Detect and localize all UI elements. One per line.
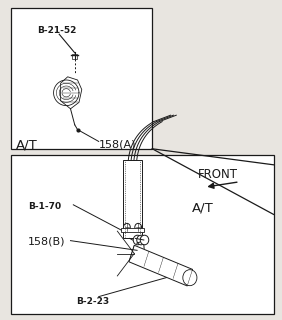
Text: B-21-52: B-21-52 [37, 26, 76, 35]
Text: A/T: A/T [16, 138, 37, 151]
Text: FRONT: FRONT [197, 168, 237, 181]
Bar [11, 155, 274, 314]
Bar [121, 228, 144, 232]
Circle shape [137, 235, 145, 245]
Circle shape [135, 223, 142, 231]
Bar [72, 54, 77, 59]
Circle shape [140, 235, 149, 245]
Bar [11, 8, 152, 149]
Text: 158(B): 158(B) [28, 236, 66, 247]
Text: B-1-70: B-1-70 [28, 202, 61, 211]
Circle shape [124, 223, 130, 231]
Text: A/T: A/T [192, 202, 213, 214]
Text: B-2-23: B-2-23 [76, 297, 109, 306]
Circle shape [183, 270, 197, 286]
Polygon shape [129, 245, 193, 286]
Circle shape [133, 235, 142, 245]
Polygon shape [61, 77, 82, 109]
Text: 158(A): 158(A) [99, 139, 136, 149]
Bar [123, 160, 142, 238]
